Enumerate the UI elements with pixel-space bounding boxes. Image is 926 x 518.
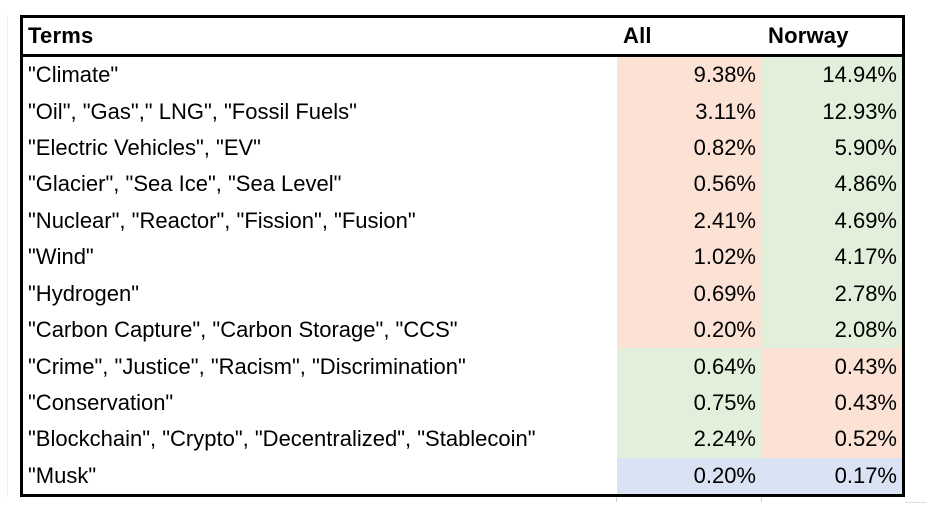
norway-value-cell[interactable]: 4.86% (761, 166, 902, 203)
table-row: "Nuclear", "Reactor", "Fission", "Fusion… (23, 202, 902, 240)
terms-frequency-table: Terms All Norway "Climate" 9.38% 14.94% … (20, 15, 905, 497)
table-row: "Electric Vehicles", "EV" 0.82% 5.90% (23, 129, 902, 167)
table-row: "Blockchain", "Crypto", "Decentralized",… (23, 421, 902, 458)
norway-value-cell[interactable]: 4.69% (761, 202, 902, 240)
all-value-cell[interactable]: 9.38% (617, 57, 761, 94)
norway-value-cell[interactable]: 5.90% (761, 129, 902, 167)
term-cell[interactable]: "Carbon Capture", "Carbon Storage", "CCS… (23, 311, 617, 349)
gridline-stub-left (7, 15, 8, 497)
table-body: "Climate" 9.38% 14.94% "Oil", "Gas"," LN… (23, 57, 902, 495)
table-row: "Oil", "Gas"," LNG", "Fossil Fuels" 3.11… (23, 93, 902, 130)
all-value-cell[interactable]: 0.20% (617, 311, 761, 349)
all-value-cell[interactable]: 1.02% (617, 239, 761, 276)
norway-value-cell[interactable]: 0.43% (761, 348, 902, 385)
table-row: "Conservation" 0.75% 0.43% (23, 384, 902, 422)
norway-value-cell[interactable]: 0.17% (761, 457, 902, 495)
term-cell[interactable]: "Conservation" (23, 384, 617, 422)
term-cell[interactable]: "Oil", "Gas"," LNG", "Fossil Fuels" (23, 93, 617, 130)
all-value-cell[interactable]: 2.24% (617, 421, 761, 458)
table-row: "Hydrogen" 0.69% 2.78% (23, 275, 902, 312)
all-value-cell[interactable]: 0.64% (617, 348, 761, 385)
norway-value-cell[interactable]: 12.93% (761, 93, 902, 130)
term-cell[interactable]: "Electric Vehicles", "EV" (23, 129, 617, 167)
norway-value-cell[interactable]: 0.43% (761, 384, 902, 422)
column-header-norway[interactable]: Norway (768, 23, 849, 48)
term-cell[interactable]: "Hydrogen" (23, 275, 617, 312)
norway-value-cell[interactable]: 14.94% (761, 57, 902, 94)
gridline-stub (761, 497, 762, 502)
table-row: "Musk" 0.20% 0.17% (23, 457, 902, 495)
term-cell[interactable]: "Musk" (23, 457, 617, 495)
term-cell[interactable]: "Blockchain", "Crypto", "Decentralized",… (23, 421, 617, 458)
norway-value-cell[interactable]: 2.08% (761, 311, 902, 349)
term-cell[interactable]: "Glacier", "Sea Ice", "Sea Level" (23, 166, 617, 203)
term-cell[interactable]: "Crime", "Justice", "Racism", "Discrimin… (23, 348, 617, 385)
table-row: "Glacier", "Sea Ice", "Sea Level" 0.56% … (23, 166, 902, 203)
term-cell[interactable]: "Climate" (23, 57, 617, 94)
gridline-stub (616, 497, 617, 502)
all-value-cell[interactable]: 0.56% (617, 166, 761, 203)
all-value-cell[interactable]: 0.69% (617, 275, 761, 312)
column-header-all[interactable]: All (623, 23, 652, 48)
all-value-cell[interactable]: 2.41% (617, 202, 761, 240)
term-cell[interactable]: "Wind" (23, 239, 617, 276)
norway-value-cell[interactable]: 0.52% (761, 421, 902, 458)
table-header-row: Terms All Norway (23, 18, 902, 57)
gridline-stub (905, 502, 926, 503)
table-row: "Climate" 9.38% 14.94% (23, 57, 902, 94)
column-header-terms[interactable]: Terms (28, 23, 94, 48)
term-cell[interactable]: "Nuclear", "Reactor", "Fission", "Fusion… (23, 202, 617, 240)
table-row: "Crime", "Justice", "Racism", "Discrimin… (23, 348, 902, 385)
norway-value-cell[interactable]: 4.17% (761, 239, 902, 276)
table-row: "Wind" 1.02% 4.17% (23, 239, 902, 276)
norway-value-cell[interactable]: 2.78% (761, 275, 902, 312)
all-value-cell[interactable]: 0.20% (617, 457, 761, 495)
table-row: "Carbon Capture", "Carbon Storage", "CCS… (23, 311, 902, 349)
all-value-cell[interactable]: 0.82% (617, 129, 761, 167)
all-value-cell[interactable]: 3.11% (617, 93, 761, 130)
all-value-cell[interactable]: 0.75% (617, 384, 761, 422)
